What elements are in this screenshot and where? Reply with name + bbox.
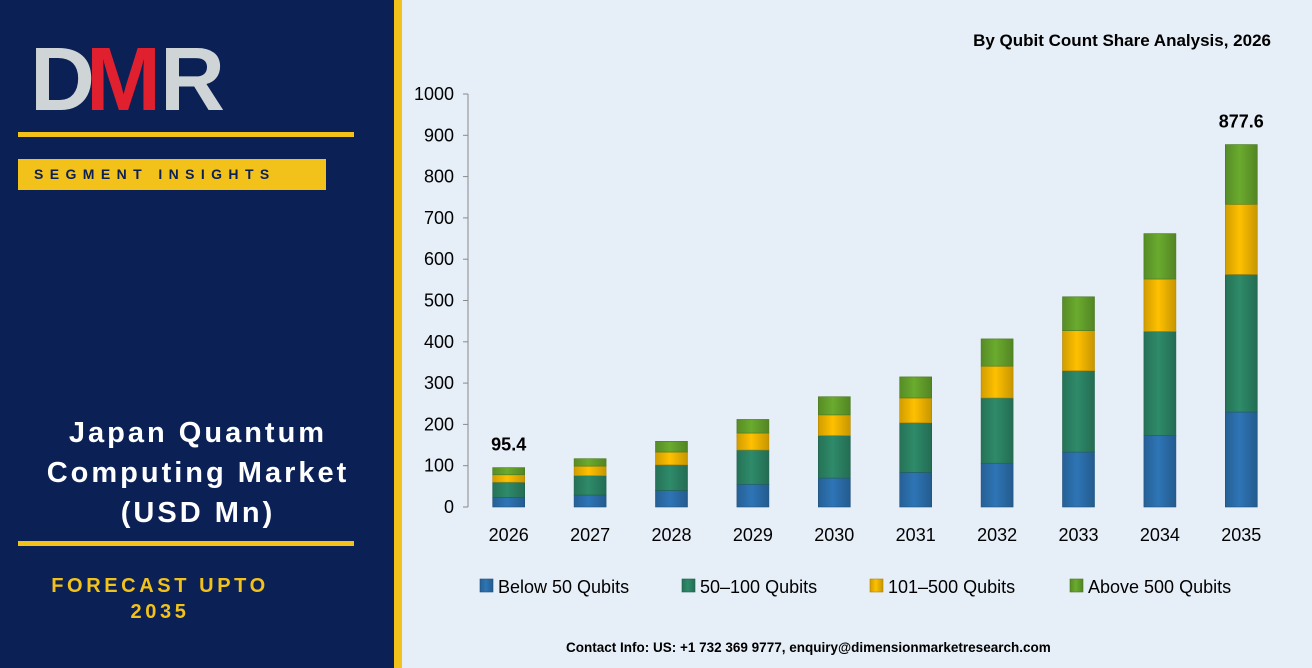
bar-segment [817, 435, 851, 479]
market-title-line: (USD Mn) [120, 497, 276, 529]
logo-letter-m: M [86, 30, 161, 130]
logo-letter-r: R [160, 30, 225, 130]
y-tick-label: 800 [424, 167, 454, 187]
bar-segment [736, 432, 770, 451]
chart-panel: By Qubit Count Share Analysis, 2026 0 100… [402, 0, 1312, 668]
bar-segment [736, 449, 770, 485]
bar-segment [899, 397, 933, 424]
contact-info: Contact Info: US: +1 732 369 9777, enqui… [566, 640, 1051, 655]
data-label: 95.4 [491, 435, 526, 455]
bar-segment [492, 481, 525, 498]
x-tick-label: 2035 [1221, 525, 1261, 545]
y-tick-label: 500 [424, 291, 454, 311]
stacked-bar-chart: 0 100 200 300 400 500 600 700 800 900 1000 2026 2027… [414, 84, 1264, 597]
gold-divider [394, 0, 402, 668]
bar-segment [1143, 331, 1177, 436]
x-tick-label: 2026 [489, 525, 529, 545]
bar-segment [817, 477, 851, 508]
x-tick-label: 2034 [1140, 525, 1180, 545]
y-tick-label: 200 [424, 414, 454, 434]
bar-segment [817, 414, 851, 436]
segment-insights-text: SEGMENT INSIGHTS [34, 166, 276, 182]
bar-segment [1224, 411, 1258, 508]
bar-segment [492, 474, 525, 483]
bar-segment [655, 464, 688, 491]
bar-segment [1062, 296, 1095, 331]
x-tick-label: 2032 [977, 525, 1017, 545]
legend-label: Below 50 Qubits [498, 577, 629, 597]
bar-segment [899, 422, 933, 473]
bar-segment [655, 490, 688, 508]
y-tick-label: 900 [424, 125, 454, 145]
bar-segment [1062, 370, 1095, 453]
data-label: 877.6 [1219, 112, 1264, 132]
bar-segment [1224, 203, 1258, 275]
legend-label: 50–100 Qubits [700, 577, 817, 597]
market-title-line: Computing Market [46, 457, 350, 489]
forecast-text: FORECAST UPTO 2035 [10, 573, 310, 625]
forecast-line: FORECAST UPTO [51, 575, 269, 597]
legend-swatch [869, 578, 884, 593]
legend-swatch [681, 578, 696, 593]
bar-segment [980, 397, 1014, 464]
x-tick-label: 2031 [896, 525, 936, 545]
bar-segment [899, 376, 933, 399]
y-tick-label: 1000 [414, 84, 454, 104]
forecast-line: 2035 [130, 601, 190, 623]
bar-segment [736, 483, 770, 508]
bar-segment [1062, 330, 1095, 372]
bottom-gold-rule [18, 541, 354, 546]
bar-segment [1224, 274, 1258, 413]
bar-segment [980, 462, 1014, 508]
bar-segment [1143, 435, 1177, 508]
market-title-line: Japan Quantum [68, 417, 328, 449]
y-tick-label: 600 [424, 249, 454, 269]
x-tick-label: 2029 [733, 525, 773, 545]
y-tick-label: 100 [424, 456, 454, 476]
bar-segment [492, 467, 525, 476]
y-tick-label: 700 [424, 208, 454, 228]
logo-letter-d: D [30, 30, 95, 130]
x-tick-label: 2030 [814, 525, 854, 545]
bar-segment [573, 475, 607, 496]
bar-segment [655, 441, 688, 453]
dmr-logo: D M R [30, 30, 230, 130]
top-gold-rule [18, 132, 354, 137]
segment-insights-badge: SEGMENT INSIGHTS [18, 159, 326, 190]
y-tick-label: 0 [444, 497, 454, 517]
bar-segment [1062, 451, 1095, 508]
legend-swatch [1069, 578, 1084, 593]
chart-title: By Qubit Count Share Analysis, 2026 [973, 31, 1271, 50]
bar-segment [492, 497, 525, 508]
bar-segment [1143, 278, 1177, 332]
y-tick-label: 400 [424, 332, 454, 352]
bar-segment [573, 458, 607, 467]
bar-segment [573, 465, 607, 476]
bar-segment [573, 494, 607, 508]
x-tick-label: 2033 [1058, 525, 1098, 545]
legend-swatch [479, 578, 494, 593]
x-tick-label: 2028 [651, 525, 691, 545]
bar-segment [817, 396, 851, 416]
left-panel: D M R SEGMENT INSIGHTS Japan Quantum Com… [0, 0, 394, 668]
bar-segment [736, 419, 770, 434]
bar-segment [655, 451, 688, 466]
bar-segment [899, 472, 933, 508]
bar-segment [980, 365, 1014, 399]
market-title: Japan Quantum Computing Market (USD Mn) [6, 413, 390, 533]
x-tick-label: 2027 [570, 525, 610, 545]
bar-segment [1143, 233, 1177, 280]
legend-label: 101–500 Qubits [888, 577, 1015, 597]
legend-label: Above 500 Qubits [1088, 577, 1231, 597]
bar-segment [1224, 144, 1258, 205]
y-tick-label: 300 [424, 373, 454, 393]
bar-segment [980, 338, 1014, 367]
